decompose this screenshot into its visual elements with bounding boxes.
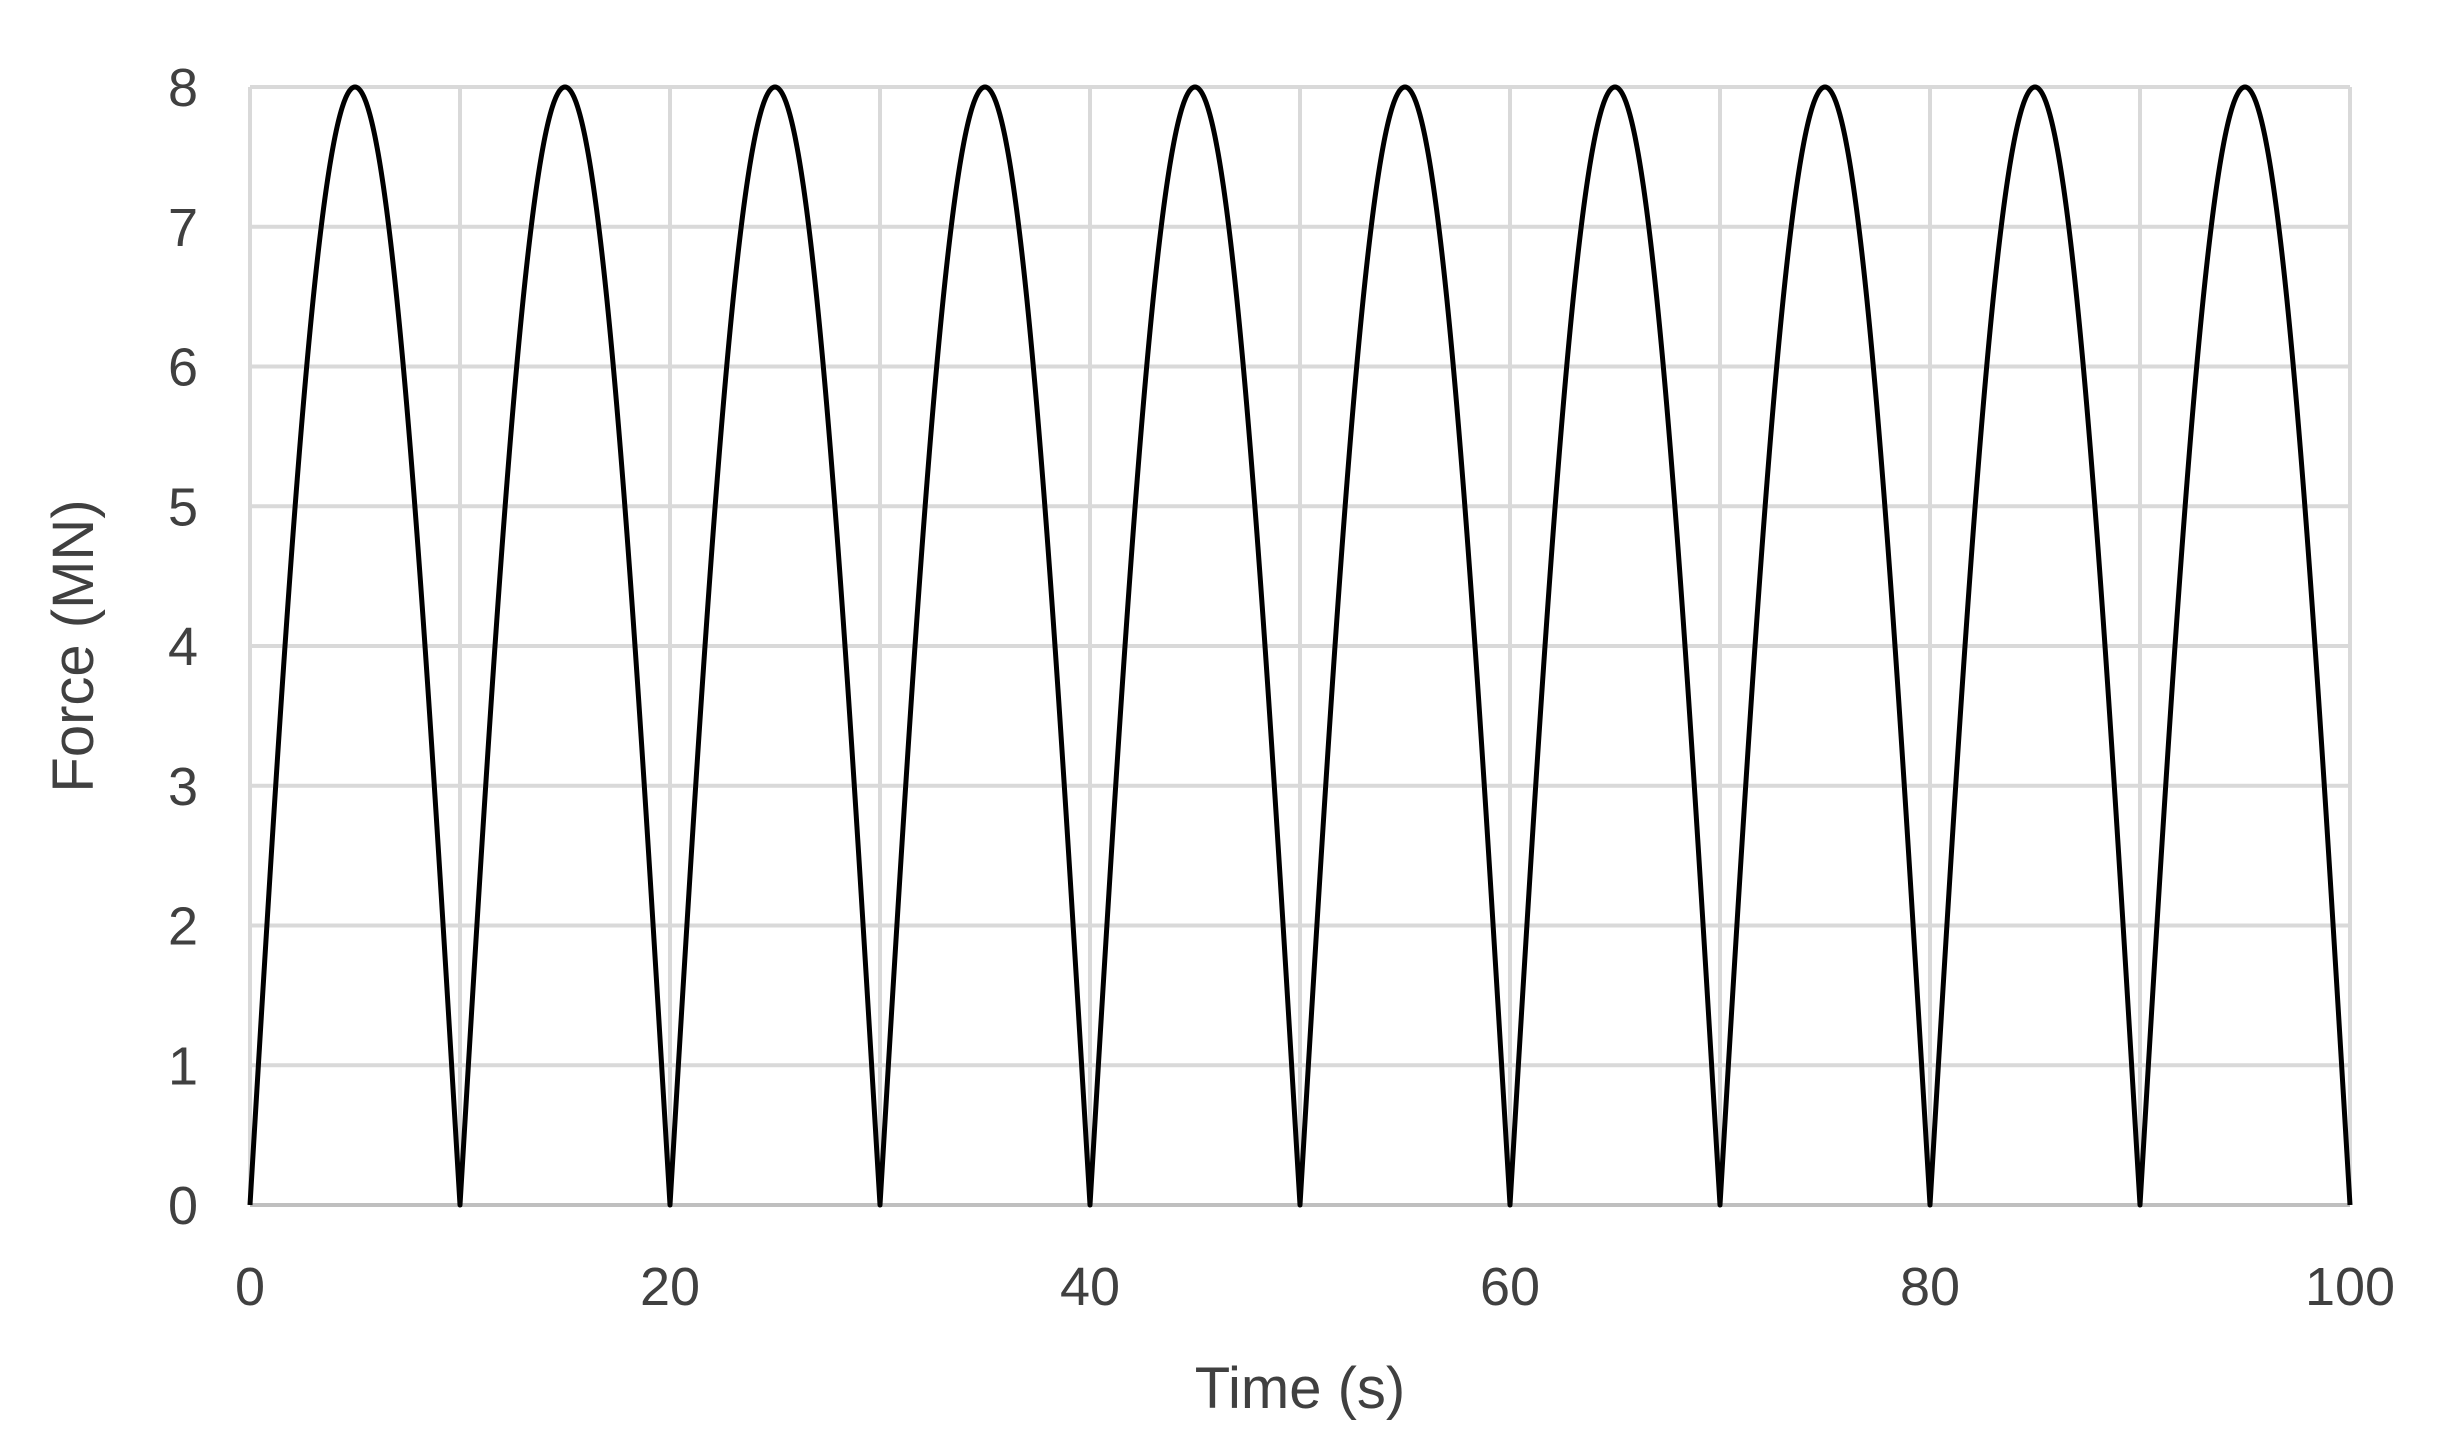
series-layer: [247, 84, 2353, 1208]
y-tick-label: 5: [168, 477, 198, 537]
y-tick-label: 0: [168, 1176, 198, 1236]
x-tick-label: 0: [235, 1257, 265, 1317]
x-tick-label: 100: [2305, 1257, 2395, 1317]
x-tick-label: 20: [640, 1257, 700, 1317]
series-line-0: [247, 84, 2353, 1208]
y-tick-label: 6: [168, 338, 198, 398]
y-tick-label: 4: [168, 617, 198, 677]
y-tick-label: 2: [168, 897, 198, 957]
x-axis-title: Time (s): [1195, 1356, 1405, 1421]
x-tick-label: 40: [1060, 1257, 1120, 1317]
y-tick-label: 7: [168, 198, 198, 258]
y-axis-title: Force (MN): [41, 499, 106, 792]
x-tick-label: 60: [1480, 1257, 1540, 1317]
y-tick-label: 8: [168, 58, 198, 118]
x-tick-label: 80: [1900, 1257, 1960, 1317]
y-tick-label: 1: [168, 1036, 198, 1096]
grid-layer: [248, 85, 2352, 1205]
y-tick-label: 3: [168, 757, 198, 817]
